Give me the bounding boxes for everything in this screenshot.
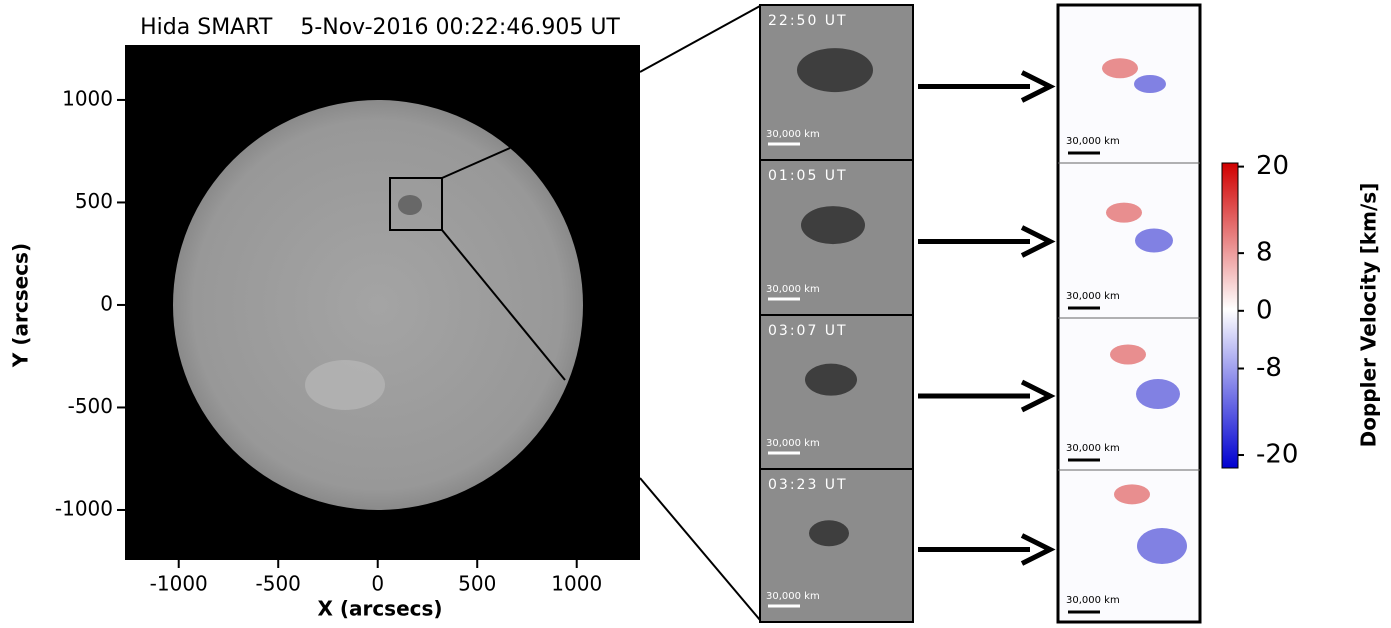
y-tick-label: 0 [100, 291, 113, 315]
zoom-line [441, 229, 566, 381]
red-patch [1110, 344, 1146, 365]
zoom-line [639, 5, 761, 73]
red-patch [1114, 484, 1150, 505]
y-tick-label: -500 [68, 394, 113, 418]
time-label: 01:05 UT [768, 168, 848, 184]
colorbar-label: Doppler Velocity [km/s] [1357, 183, 1381, 448]
scale-label: 30,000 km [1066, 291, 1120, 302]
filament [801, 206, 865, 245]
zoom-line [441, 147, 511, 179]
filament [809, 520, 849, 547]
colorbar-tick-label: -8 [1256, 353, 1282, 383]
y-label: Y (arcsecs) [9, 243, 33, 368]
zoom-box [389, 177, 443, 231]
x-tick-label: -500 [256, 572, 301, 596]
scale-label: 30,000 km [766, 129, 820, 140]
red-patch [1102, 58, 1138, 79]
zoom-line [639, 477, 761, 621]
arrow-head [1020, 533, 1056, 566]
scale-label: 30,000 km [766, 591, 820, 602]
arrow-head [1020, 70, 1056, 103]
x-label: X (arcsecs) [317, 597, 442, 621]
scale-label: 30,000 km [1066, 595, 1120, 606]
blue-patch [1134, 75, 1166, 93]
time-label: 22:50 UT [768, 13, 848, 29]
blue-patch [1137, 528, 1187, 564]
halpha-panel [759, 468, 914, 623]
x-tick-label: 500 [458, 572, 496, 596]
arrow-head [1020, 225, 1056, 258]
colorbar-tick-label: -20 [1256, 440, 1298, 470]
scale-label: 30,000 km [1066, 136, 1120, 147]
filament [398, 195, 422, 215]
colorbar [1221, 162, 1239, 469]
y-tick-label: -1000 [55, 496, 113, 520]
red-patch [1106, 202, 1142, 223]
arrow-head [1020, 379, 1056, 413]
y-tick-label: 1000 [62, 86, 113, 110]
filament [797, 48, 873, 93]
x-tick-label: 0 [371, 572, 384, 596]
scale-label: 30,000 km [766, 438, 820, 449]
time-label: 03:23 UT [768, 477, 848, 493]
sun-disk [173, 100, 583, 510]
time-label: 03:07 UT [768, 323, 848, 339]
scale-label: 30,000 km [1066, 443, 1120, 454]
blue-patch [1135, 228, 1173, 253]
scale-label: 30,000 km [766, 284, 820, 295]
plage [305, 360, 385, 410]
colorbar-tick-label: 8 [1256, 238, 1273, 268]
x-tick-label: 1000 [551, 572, 602, 596]
y-tick-label: 500 [75, 189, 113, 213]
colorbar-tick-label: 20 [1256, 151, 1289, 181]
blue-patch [1136, 379, 1180, 409]
doppler-frame [1056, 3, 1202, 624]
title: Hida SMART 5-Nov-2016 00:22:46.905 UT [140, 15, 620, 40]
colorbar-tick-label: 0 [1256, 295, 1273, 325]
filament [805, 363, 857, 396]
x-tick-label: -1000 [150, 572, 208, 596]
